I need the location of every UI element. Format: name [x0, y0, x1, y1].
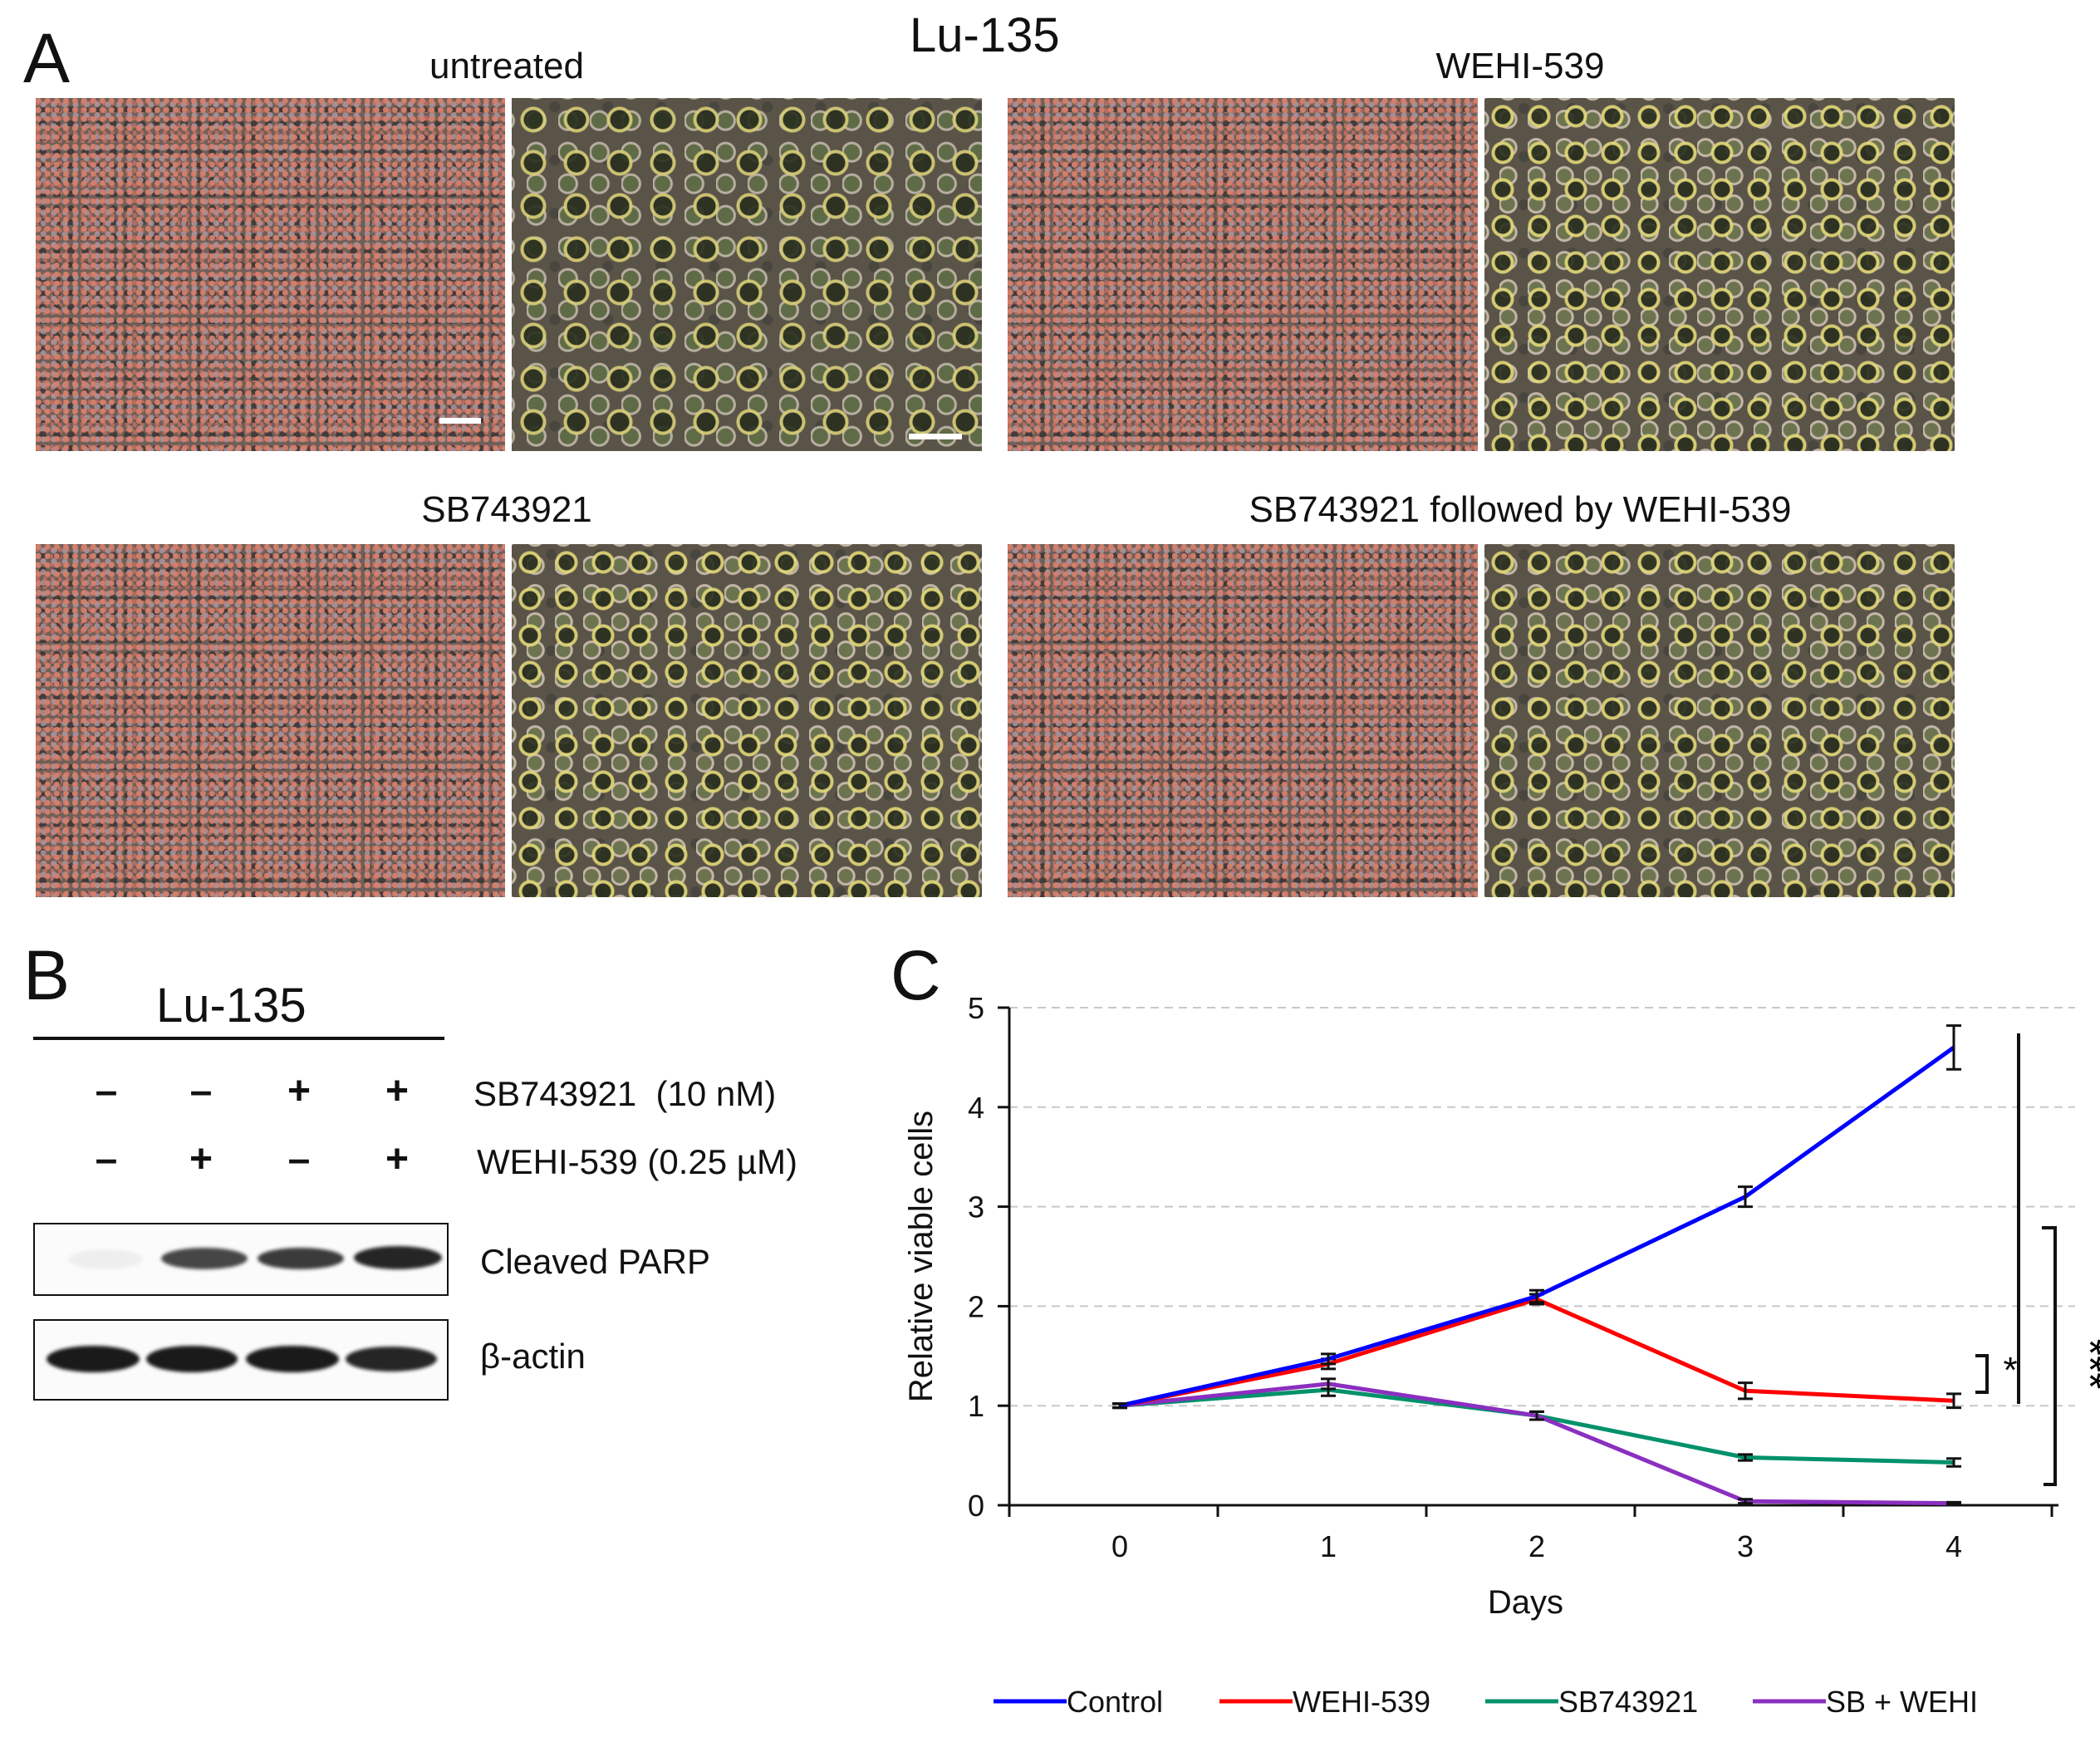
- treatment-label-wehi539: WEHI-539 (0.25 µM): [477, 1142, 797, 1181]
- error-bar-control-day-4: [1946, 1024, 1961, 1071]
- scale-bar: [909, 434, 962, 439]
- blot-beta-actin: [33, 1319, 449, 1401]
- blot-label-cleaved-parp: Cleaved PARP: [480, 1242, 711, 1281]
- legend-label-wehi-539: WEHI-539: [1293, 1685, 1430, 1719]
- sig-bracket-low: [1975, 1354, 1989, 1394]
- sign-sb-lane-3: +: [287, 1069, 312, 1113]
- band-parp-lane-1: [68, 1249, 143, 1269]
- scale-bar: [439, 418, 481, 424]
- error-bar-control-day-2: [1529, 1288, 1544, 1304]
- sign-wehi-lane-4: +: [385, 1137, 410, 1181]
- sign-wehi-lane-1: –: [95, 1137, 118, 1181]
- error-bar-control-day-1: [1321, 1352, 1336, 1366]
- x-tick-label-4: 4: [1945, 1529, 1962, 1563]
- band-parp-lane-2: [161, 1248, 248, 1269]
- series-line-control: [1119, 1045, 1955, 1408]
- error-bar-control-day-0: [1112, 1402, 1127, 1410]
- micrograph-combo-low-mag: [1008, 544, 1478, 897]
- sign-sb-lane-2: –: [189, 1069, 213, 1113]
- error-bar-sb-wehi-day-3: [1738, 1498, 1753, 1505]
- blot-cleaved-parp: [33, 1223, 449, 1296]
- title-underline: [33, 1037, 444, 1040]
- series-line-sb743921: [1119, 1387, 1955, 1465]
- legend-label-sb-wehi: SB + WEHI: [1826, 1685, 1978, 1719]
- sign-sb-lane-4: +: [385, 1069, 410, 1113]
- figure-title: Lu-135: [910, 8, 1060, 62]
- micrograph-sb743921-high-mag: [512, 544, 982, 897]
- x-tick-label-3: 3: [1737, 1529, 1754, 1563]
- panel-a-letter: A: [23, 19, 71, 97]
- micrograph-untreated-low-mag: [36, 98, 505, 451]
- y-tick-label-4: 4: [968, 1091, 984, 1125]
- y-tick-label-1: 1: [968, 1389, 984, 1423]
- series-line-wehi-539: [1119, 1297, 1955, 1408]
- error-bar-wehi-539-day-4: [1946, 1392, 1961, 1410]
- band-actin-lane-3: [246, 1346, 339, 1372]
- sig-label-low: *: [2003, 1350, 2017, 1391]
- sig-label-high: ***: [2065, 1339, 2100, 1390]
- y-tick-label-0: 0: [968, 1489, 984, 1523]
- x-tick-label-2: 2: [1528, 1529, 1545, 1563]
- error-bar-wehi-539-day-3: [1738, 1381, 1753, 1401]
- y-tick-label-5: 5: [968, 991, 984, 1025]
- legend-label-sb743921: SB743921: [1558, 1685, 1698, 1719]
- micrograph-wehi539-high-mag: [1484, 98, 1955, 451]
- sign-wehi-lane-2: +: [189, 1137, 213, 1181]
- error-bar-sb743921-day-4: [1946, 1457, 1961, 1468]
- caption-wehi539: WEHI-539: [1435, 46, 1605, 86]
- legend-item-sb743921: SB743921: [1485, 1685, 1698, 1719]
- legend-item-wehi-539: WEHI-539: [1219, 1685, 1430, 1719]
- error-bar-control-day-3: [1738, 1185, 1753, 1209]
- error-bar-sb-wehi-day-4: [1946, 1500, 1961, 1506]
- error-bar-sb-wehi-day-2: [1529, 1410, 1544, 1421]
- x-tick-label-0: 0: [1111, 1529, 1128, 1563]
- micrograph-untreated-high-mag: [512, 98, 982, 451]
- y-tick-label-2: 2: [968, 1289, 984, 1323]
- error-bar-sb-wehi-day-1: [1321, 1377, 1336, 1391]
- band-actin-lane-1: [47, 1346, 140, 1372]
- blot-label-beta-actin: β-actin: [480, 1337, 586, 1376]
- legend-item-sb-wehi: SB + WEHI: [1753, 1685, 1978, 1719]
- band-actin-lane-2: [146, 1346, 238, 1372]
- x-axis-title: Days: [1488, 1584, 1563, 1621]
- error-bar-sb743921-day-3: [1738, 1453, 1753, 1462]
- micrograph-sb743921-low-mag: [36, 544, 505, 897]
- legend-label-control: Control: [1067, 1685, 1163, 1719]
- series-line-sb-wehi: [1119, 1381, 1955, 1506]
- western-blot-title: Lu-135: [156, 979, 307, 1033]
- micrograph-wehi539-low-mag: [1008, 98, 1478, 451]
- sign-sb-lane-1: –: [95, 1069, 118, 1113]
- y-tick-label-3: 3: [968, 1190, 984, 1224]
- band-parp-lane-4: [354, 1246, 442, 1269]
- sig-bracket-high: [2042, 1226, 2057, 1486]
- sign-wehi-lane-3: –: [287, 1137, 311, 1181]
- caption-sb-followed-by-wehi: SB743921 followed by WEHI-539: [1249, 489, 1792, 530]
- micrograph-combo-high-mag: [1484, 544, 1955, 897]
- band-parp-lane-3: [258, 1248, 344, 1269]
- panel-c-letter: C: [891, 936, 941, 1014]
- treatment-label-sb743921: SB743921 (10 nM): [473, 1074, 777, 1113]
- caption-sb743921: SB743921: [421, 489, 592, 530]
- panel-b-letter: B: [23, 936, 71, 1014]
- legend-item-control: Control: [994, 1685, 1163, 1719]
- y-axis-title: Relative viable cells: [903, 1111, 940, 1402]
- x-tick-label-1: 1: [1320, 1529, 1337, 1563]
- caption-untreated: untreated: [429, 46, 584, 86]
- band-actin-lane-4: [346, 1347, 437, 1371]
